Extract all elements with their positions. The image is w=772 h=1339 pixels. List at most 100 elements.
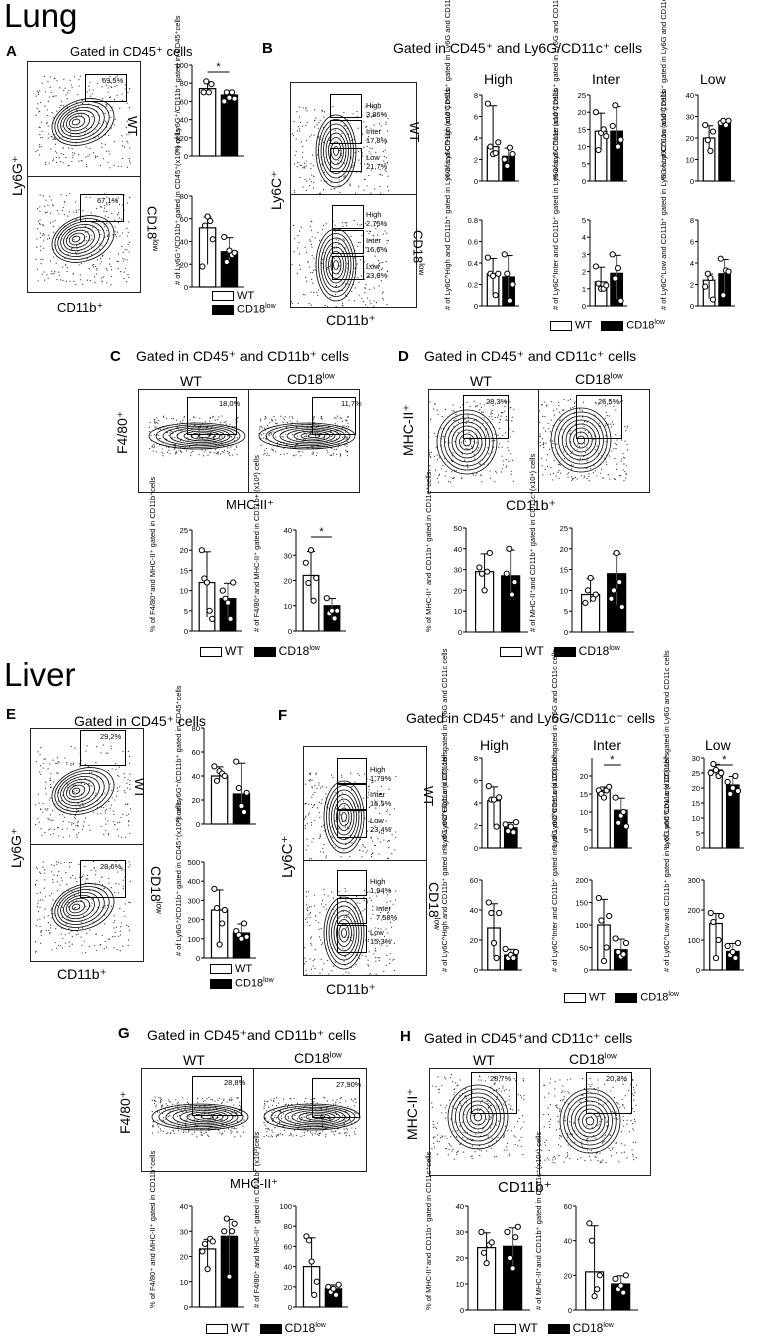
flow-event (178, 1114, 181, 1117)
flow-event (100, 261, 103, 263)
flow-event (431, 1147, 433, 1150)
flow-event (55, 161, 58, 164)
flow-event (626, 427, 628, 429)
flow-event (121, 232, 123, 234)
data-point (509, 151, 516, 158)
flow-event (313, 419, 315, 421)
flow-event (603, 457, 606, 459)
flow-event (355, 1112, 357, 1115)
flow-event (114, 919, 116, 922)
flow-event (305, 165, 307, 167)
flow-event (44, 758, 46, 760)
flow-event (332, 294, 334, 296)
flow-event (106, 203, 108, 205)
data-point (213, 777, 221, 784)
gate-high (337, 870, 367, 896)
flow-event (305, 1097, 307, 1099)
data-point (720, 292, 727, 299)
flow-event (48, 237, 51, 239)
flow-event (305, 435, 307, 438)
flow-event (221, 436, 223, 438)
gate-pct: 28,3% (486, 397, 508, 406)
flow-event (316, 291, 318, 294)
flow-event (341, 436, 344, 438)
flow-event (304, 818, 306, 820)
flow-event (553, 459, 555, 461)
flow-event (341, 420, 344, 422)
flow-event (268, 454, 270, 457)
flow-event (352, 164, 354, 167)
flow-event (573, 477, 575, 480)
flow-event (100, 806, 103, 808)
flow-event (357, 772, 359, 775)
y-axis-label: # of F4/80⁺ and MHC-II⁺ gated in CD11b⁺ … (252, 1131, 261, 1308)
flow-event (129, 147, 131, 149)
flow-event (351, 785, 353, 787)
flow-event (75, 825, 77, 827)
flow-event (94, 884, 96, 886)
flow-event (309, 178, 311, 180)
flow-event (499, 1076, 502, 1078)
flow-contour (338, 923, 350, 943)
flow-event (626, 464, 628, 467)
panel-d-gate-title: Gated in CD45⁺ and CD11c⁺ cells (424, 348, 637, 364)
gate-e-wt (80, 730, 126, 766)
flow-event (613, 1097, 616, 1099)
flow-event (558, 463, 561, 465)
flow-event (216, 1108, 218, 1110)
flow-event (268, 1129, 270, 1131)
flow-event (554, 1158, 556, 1160)
flow-event (335, 1103, 337, 1105)
flow-event (59, 87, 61, 89)
y-tick-label: 20 (560, 545, 568, 554)
flow-event (71, 86, 73, 88)
legend-sup: low (265, 303, 276, 310)
flow-event (317, 289, 320, 291)
t: Inter (366, 236, 382, 245)
flow-event (68, 89, 70, 92)
flow-event (386, 894, 389, 896)
y-tick-label: 6 (474, 113, 478, 122)
flow-event (601, 468, 603, 470)
flow-event (508, 1155, 510, 1157)
flow-event (471, 1155, 473, 1157)
flow-event (160, 1101, 162, 1103)
col-label-high: High (480, 737, 509, 753)
data-point (603, 282, 610, 289)
flow-event (581, 475, 583, 477)
flow-event (367, 263, 369, 265)
flow-event (105, 946, 107, 948)
flow-event (615, 409, 617, 411)
flow-event (167, 1115, 169, 1118)
flow-event (264, 1104, 266, 1106)
flow-event (382, 151, 385, 153)
flow-event (101, 876, 103, 878)
flow-event (39, 219, 41, 221)
flow-event (266, 447, 268, 450)
t: 16,5% (370, 799, 392, 808)
y-axis-label: Ly6C⁺ (279, 835, 296, 878)
flow-event (616, 439, 618, 441)
flow-event (291, 302, 293, 305)
flow-event (281, 1118, 283, 1120)
flow-event (523, 1094, 525, 1096)
y-tick-label: 60 (284, 1242, 292, 1251)
flow-event (452, 404, 454, 406)
flow-event (102, 744, 104, 746)
flow-event (51, 949, 53, 951)
flow-event (87, 155, 89, 157)
flow-event (58, 156, 60, 159)
flow-event (495, 1124, 497, 1126)
flow-event (621, 458, 623, 460)
flow-event (345, 927, 347, 929)
flow-event (438, 473, 441, 476)
data-point (725, 117, 732, 124)
flow-event (609, 1134, 611, 1136)
data-point (709, 128, 717, 135)
flow-event (110, 269, 113, 271)
panel-letter-a: A (6, 43, 17, 60)
flow-event (174, 436, 176, 439)
y-tick-label: 0 (474, 302, 478, 310)
flow-event (89, 280, 91, 282)
